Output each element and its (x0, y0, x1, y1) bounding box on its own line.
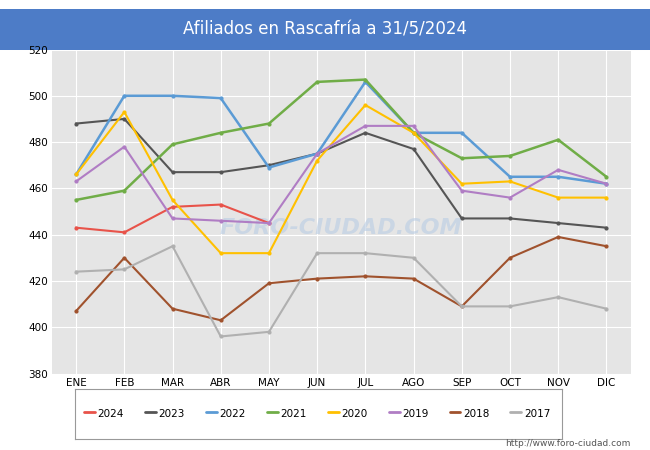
Text: 2021: 2021 (280, 409, 307, 419)
Text: 2023: 2023 (158, 409, 185, 419)
Text: 2017: 2017 (524, 409, 551, 419)
Text: FORO-CIUDAD.COM: FORO-CIUDAD.COM (220, 218, 463, 238)
Text: Afiliados en Rascafría a 31/5/2024: Afiliados en Rascafría a 31/5/2024 (183, 21, 467, 39)
Text: 2020: 2020 (341, 409, 367, 419)
Text: 2024: 2024 (98, 409, 124, 419)
Text: 2019: 2019 (402, 409, 428, 419)
Text: 2022: 2022 (219, 409, 246, 419)
Text: http://www.foro-ciudad.com: http://www.foro-ciudad.com (505, 439, 630, 448)
Text: 2018: 2018 (463, 409, 489, 419)
